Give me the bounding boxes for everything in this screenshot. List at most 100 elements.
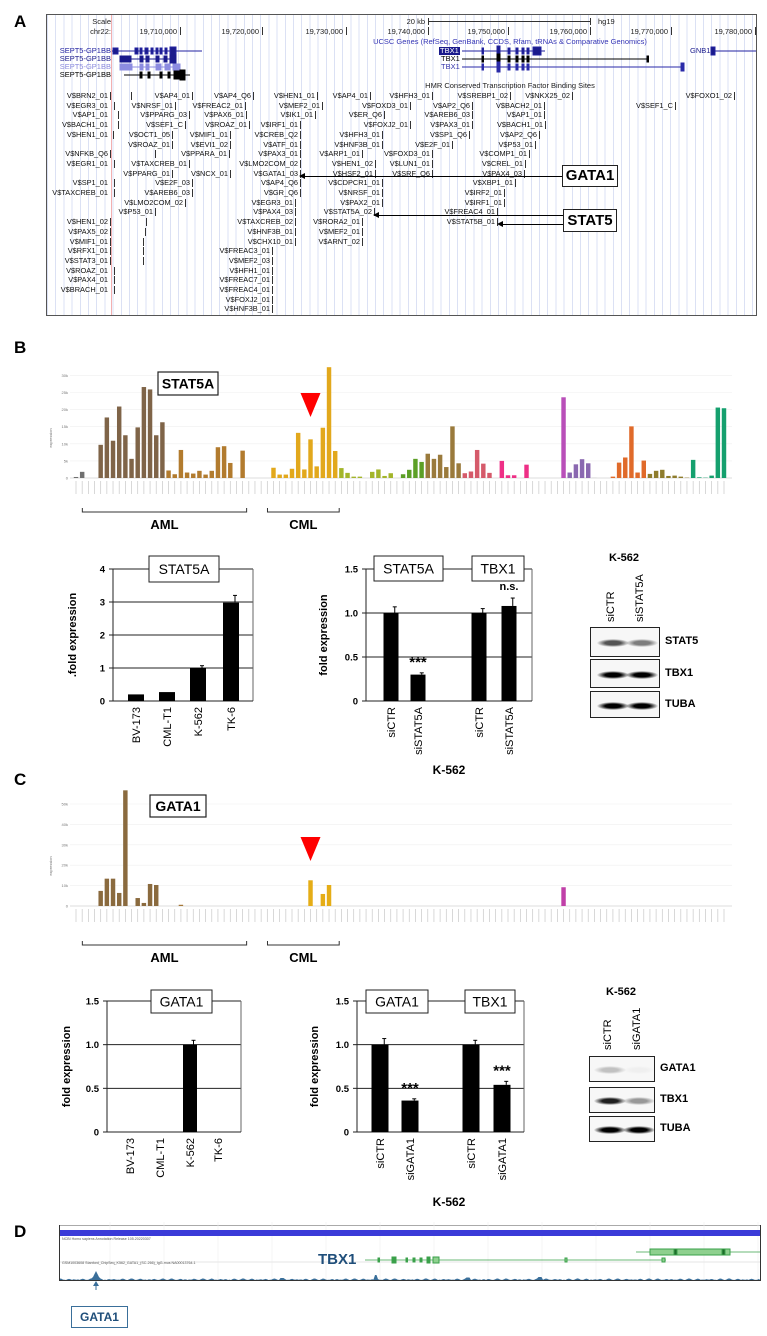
tf-site-tick bbox=[504, 198, 505, 207]
callout-stat5: STAT5 bbox=[563, 209, 617, 232]
tf-site-tick bbox=[172, 130, 173, 139]
tf-site-label: V$PPARG_03 bbox=[140, 110, 187, 120]
expression-bar bbox=[660, 469, 665, 478]
gene-tbx1-3 bbox=[462, 61, 685, 73]
expression-bar bbox=[73, 476, 79, 478]
tf-site-label: V$IK1_01 bbox=[280, 110, 313, 120]
y-axis-label: expression bbox=[48, 856, 53, 875]
y-tick-label: 0.5 bbox=[336, 1084, 350, 1095]
tf-site-tick bbox=[110, 218, 111, 227]
y-tick-label: 0.5 bbox=[345, 653, 359, 664]
position-tick bbox=[262, 27, 263, 35]
blot-panel-tuba bbox=[589, 1116, 655, 1142]
expression-bar bbox=[610, 476, 616, 478]
tf-site-tick bbox=[472, 111, 473, 120]
tf-site-label: V$HFH1_01 bbox=[229, 265, 270, 275]
tf-site-tick bbox=[382, 198, 383, 207]
tf-site-label: V$ROAZ_01 bbox=[205, 120, 247, 130]
y-tick-label: 0.5 bbox=[86, 1084, 100, 1095]
tf-site-tick bbox=[230, 140, 231, 149]
expression-bar bbox=[641, 460, 646, 478]
expression-bar bbox=[579, 459, 585, 478]
expression-bar bbox=[110, 440, 116, 478]
expression-bar bbox=[499, 460, 505, 478]
tf-site-tick bbox=[295, 227, 296, 236]
expression-bar bbox=[573, 464, 579, 478]
expression-bar bbox=[690, 459, 696, 478]
tf-site-tick bbox=[114, 189, 115, 197]
tf-site-tick bbox=[524, 169, 525, 178]
gene-label-sept5-3: SEPT5-GP1BB bbox=[59, 62, 111, 71]
tf-site-label: V$NRSF_01 bbox=[131, 100, 174, 110]
tf-site-label: V$EGR3_01 bbox=[251, 197, 294, 207]
tf-site-tick bbox=[362, 237, 363, 246]
y-tick-label: 1.5 bbox=[336, 997, 350, 1008]
tf-site-tick bbox=[322, 101, 323, 110]
gene-sept5-4 bbox=[124, 69, 190, 81]
expression-bar bbox=[616, 462, 622, 478]
expression-bar bbox=[444, 467, 449, 478]
gene-label-sept5-1: SEPT5-GP1BB bbox=[59, 46, 111, 55]
protein-band bbox=[594, 1097, 626, 1105]
tf-site-label: V$CHX10_01 bbox=[247, 236, 293, 246]
expression-bar bbox=[197, 470, 202, 478]
expression-bar bbox=[141, 902, 147, 906]
tf-site-label: V$FREAC4_01 bbox=[219, 285, 270, 294]
panel-label-b: B bbox=[14, 338, 27, 357]
expression-bar bbox=[320, 427, 326, 478]
red-arrowhead-marker bbox=[300, 393, 321, 417]
tf-site-label: V$P53_01 bbox=[498, 139, 533, 149]
bar bbox=[183, 1044, 197, 1132]
expression-bar bbox=[178, 449, 184, 478]
protein-band bbox=[626, 639, 658, 647]
tf-site-tick bbox=[114, 266, 115, 275]
arrow-head-stat5b bbox=[497, 221, 503, 227]
y-tick-label: 0 bbox=[353, 697, 358, 708]
tf-site-tick bbox=[572, 92, 573, 100]
expression-bar bbox=[437, 454, 443, 478]
expression-bar bbox=[123, 790, 128, 906]
expression-bar bbox=[586, 463, 591, 478]
position-label: 19,760,000 bbox=[549, 27, 587, 36]
tf-site-tick bbox=[143, 247, 144, 256]
annotation-track-label: NCBI Homo sapiens Annotation Release 105… bbox=[62, 1237, 151, 1241]
tf-site-tick bbox=[189, 111, 190, 120]
category-label: CML-T1 bbox=[162, 707, 174, 747]
tf-site-label: V$P53_01 bbox=[118, 207, 153, 217]
tf-site-label: V$IRF1_01 bbox=[464, 197, 502, 207]
tf-site-label: V$ER_Q6 bbox=[348, 110, 382, 120]
position-label: 19,730,000 bbox=[305, 27, 343, 36]
expression-bar bbox=[715, 407, 721, 478]
expression-bar bbox=[635, 472, 640, 478]
tf-site-label: V$GATA1_03 bbox=[253, 168, 298, 178]
expression-bar bbox=[709, 475, 714, 478]
category-label: TK-6 bbox=[213, 1138, 225, 1162]
lane-label: siCTR bbox=[605, 591, 617, 622]
expression-bar bbox=[326, 367, 332, 478]
y-tick-label: 25k bbox=[62, 390, 68, 395]
gene-sept5-3 bbox=[119, 63, 181, 71]
protein-band bbox=[623, 1126, 655, 1134]
tf-site-label: V$SP1_01 bbox=[72, 178, 108, 188]
tf-site-tick bbox=[118, 111, 119, 120]
gene-label-tbx1-selected[interactable]: TBX1 bbox=[439, 46, 460, 55]
expression-bar bbox=[382, 475, 387, 478]
significance-label: *** bbox=[493, 1062, 511, 1079]
chart-title-box bbox=[157, 371, 219, 396]
tf-site-tick bbox=[300, 130, 301, 139]
tf-site-tick bbox=[114, 179, 115, 188]
tf-site-tick bbox=[432, 159, 433, 168]
expression-bar bbox=[172, 474, 177, 478]
arrow-line-stat5a bbox=[378, 215, 563, 216]
protein-band bbox=[597, 670, 629, 679]
bar bbox=[159, 692, 175, 701]
expression-bar bbox=[160, 422, 165, 478]
y-tick-label: 10k bbox=[62, 883, 68, 888]
position-tick bbox=[671, 27, 672, 35]
y-tick-label: 40k bbox=[62, 822, 68, 827]
bar bbox=[471, 613, 487, 701]
tf-site-tick bbox=[300, 159, 301, 168]
bar bbox=[383, 613, 399, 701]
tf-site-tick bbox=[114, 276, 115, 285]
scale-bar bbox=[428, 21, 590, 22]
